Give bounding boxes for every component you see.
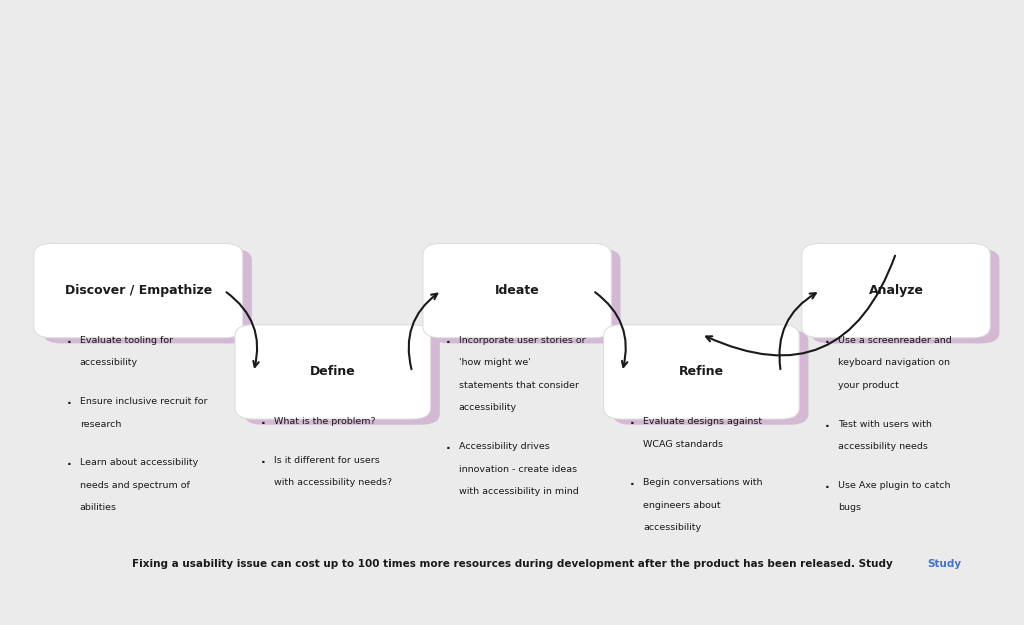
Text: innovation - create ideas: innovation - create ideas — [459, 464, 577, 474]
FancyBboxPatch shape — [423, 243, 611, 338]
FancyBboxPatch shape — [612, 330, 809, 425]
Text: Incorporate user stories or: Incorporate user stories or — [459, 336, 586, 345]
Text: ·: · — [824, 481, 829, 494]
Text: Evaluate tooling for: Evaluate tooling for — [80, 336, 173, 345]
Text: WCAG standards: WCAG standards — [643, 440, 723, 449]
FancyBboxPatch shape — [245, 330, 440, 425]
Text: accessibility needs: accessibility needs — [838, 442, 928, 451]
Text: accessibility: accessibility — [80, 358, 138, 367]
Text: accessibility: accessibility — [643, 523, 701, 532]
Text: ·: · — [67, 398, 72, 410]
Text: Use a screenreader and: Use a screenreader and — [838, 336, 951, 345]
Text: with accessibility in mind: with accessibility in mind — [459, 488, 579, 496]
Text: Learn about accessibility: Learn about accessibility — [80, 458, 198, 468]
Text: research: research — [80, 419, 121, 429]
Text: ·: · — [824, 420, 829, 432]
Text: Ensure inclusive recruit for: Ensure inclusive recruit for — [80, 398, 208, 406]
Text: Analyze: Analyze — [868, 284, 924, 297]
Text: Study: Study — [927, 559, 962, 569]
Text: with accessibility needs?: with accessibility needs? — [274, 479, 392, 488]
Text: What is the problem?: What is the problem? — [274, 418, 376, 426]
Text: ·: · — [445, 336, 451, 349]
Text: ·: · — [67, 458, 72, 471]
FancyBboxPatch shape — [432, 249, 621, 344]
Text: 'how might we': 'how might we' — [459, 358, 530, 367]
Text: Begin conversations with: Begin conversations with — [643, 479, 763, 488]
Text: ·: · — [824, 336, 829, 349]
Text: ·: · — [67, 336, 72, 349]
Text: ·: · — [261, 418, 266, 430]
Text: Accessibility drives: Accessibility drives — [459, 442, 550, 451]
Text: abilities: abilities — [80, 503, 117, 512]
Text: Fixing a usability issue can cost up to 100 times more resources during developm: Fixing a usability issue can cost up to … — [132, 559, 892, 569]
Text: Use Axe plugin to catch: Use Axe plugin to catch — [838, 481, 950, 490]
Text: Is it different for users: Is it different for users — [274, 456, 380, 465]
FancyBboxPatch shape — [811, 249, 999, 344]
Text: ·: · — [630, 418, 635, 430]
Text: needs and spectrum of: needs and spectrum of — [80, 481, 189, 490]
Text: Refine: Refine — [679, 366, 724, 378]
FancyBboxPatch shape — [43, 249, 252, 344]
Text: statements that consider: statements that consider — [459, 381, 579, 390]
Text: your product: your product — [838, 381, 898, 390]
Text: ·: · — [445, 442, 451, 455]
Text: Test with users with: Test with users with — [838, 420, 932, 429]
Text: Evaluate designs against: Evaluate designs against — [643, 418, 762, 426]
Text: Discover / Empathize: Discover / Empathize — [65, 284, 212, 297]
FancyBboxPatch shape — [802, 243, 990, 338]
FancyBboxPatch shape — [236, 325, 430, 419]
Text: Ideate: Ideate — [495, 284, 540, 297]
FancyBboxPatch shape — [604, 325, 799, 419]
Text: engineers about: engineers about — [643, 501, 721, 510]
Text: keyboard navigation on: keyboard navigation on — [838, 358, 949, 367]
Text: ·: · — [630, 479, 635, 491]
Text: Define: Define — [310, 366, 355, 378]
Text: accessibility: accessibility — [459, 404, 517, 412]
Text: bugs: bugs — [838, 504, 860, 512]
FancyBboxPatch shape — [34, 243, 243, 338]
Text: ·: · — [261, 456, 266, 469]
